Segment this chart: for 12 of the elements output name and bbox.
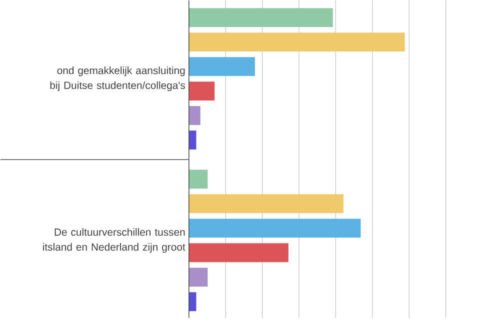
y-tick-label: De cultuurverschillen tussen itsland en Nederland zijn groot xyxy=(43,228,186,253)
bar xyxy=(188,194,344,214)
bar xyxy=(188,268,208,287)
bar xyxy=(188,82,215,101)
bar xyxy=(188,106,200,126)
bar xyxy=(188,170,208,189)
bar xyxy=(188,57,255,76)
bar xyxy=(188,218,361,238)
bar xyxy=(188,32,405,52)
bar xyxy=(188,8,333,28)
bar xyxy=(188,243,288,262)
y-tick-label: ond gemakkelijk aansluiting bij Duitse studenten/collega's xyxy=(50,66,185,92)
